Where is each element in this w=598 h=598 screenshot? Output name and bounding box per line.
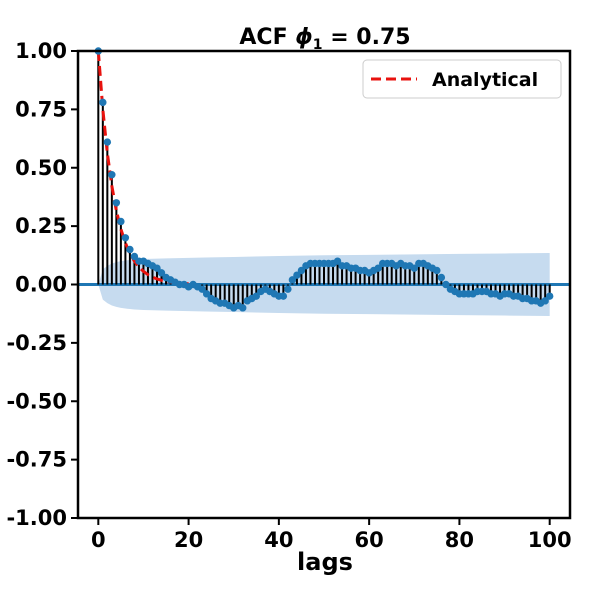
acf-point: [202, 290, 211, 298]
y-tick-label: 0.50: [15, 156, 67, 180]
marker-layer: [94, 47, 554, 312]
y-tick-label: -0.50: [6, 389, 67, 413]
acf-point: [157, 269, 166, 277]
acf-point: [99, 98, 107, 107]
y-tick-label: -0.25: [6, 331, 67, 355]
acf-point: [126, 245, 134, 254]
x-axis-title: lags: [297, 548, 353, 576]
acf-point: [374, 264, 382, 272]
acf-point: [117, 217, 125, 226]
acf-point: [121, 234, 130, 242]
chart-title: ACF ϕ1 = 0.75: [239, 25, 410, 53]
x-tick-label: 80: [445, 528, 474, 552]
acf-point: [333, 257, 342, 265]
acf-point: [297, 266, 306, 275]
legend-box: [362, 59, 562, 99]
acf-point: [442, 280, 450, 289]
y-tick-label: 0.25: [15, 214, 67, 238]
acf-point: [545, 292, 554, 300]
acf-point: [293, 271, 301, 279]
acf-point: [112, 199, 121, 207]
legend-label-analytical: Analytical: [432, 69, 538, 91]
acf-point: [239, 304, 247, 312]
y-tick-label: 0.00: [15, 273, 67, 297]
acf-point: [410, 264, 418, 272]
x-tick-label: 60: [355, 528, 384, 552]
y-tick-label: 1.00: [15, 39, 67, 63]
y-tick-label: -0.75: [6, 448, 67, 472]
acf-point: [279, 292, 288, 300]
acf-point: [198, 285, 206, 293]
x-tick-label: 0: [91, 528, 106, 552]
acf-point: [437, 273, 446, 282]
acf-point: [130, 252, 139, 261]
y-tick-label: -1.00: [6, 506, 67, 530]
x-tick-label: 40: [264, 528, 293, 552]
acf-point: [541, 297, 549, 305]
x-tick-label: 100: [528, 528, 572, 552]
acf-point: [108, 171, 116, 179]
legend: Analytical: [362, 59, 562, 99]
x-ticks: 0 20 40 60 80 100: [91, 518, 572, 552]
acf-point: [252, 292, 260, 300]
acf-point: [103, 138, 112, 146]
acf-point: [284, 285, 292, 293]
x-tick-label: 20: [174, 528, 203, 552]
acf-point: [433, 266, 441, 275]
acf-point: [288, 276, 297, 284]
y-ticks: 1.00 0.75 0.50 0.25 0.00 -0.25 -0.50 -0.75 -1.00: [6, 39, 78, 530]
y-tick-label: 0.75: [15, 97, 67, 121]
acf-point: [153, 264, 161, 272]
